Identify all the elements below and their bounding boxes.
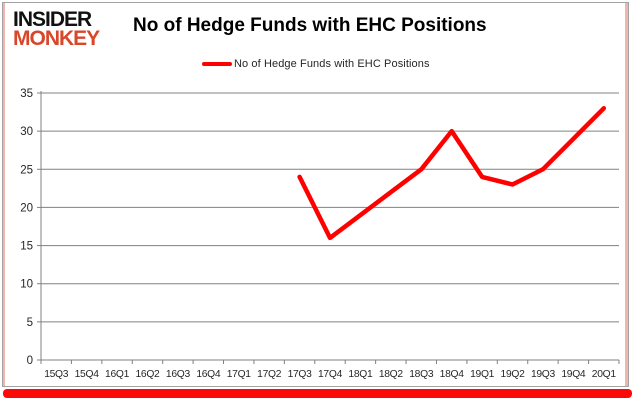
y-axis-label: 15 [20,241,33,253]
y-axis-label: 5 [27,317,33,329]
logo-line-insider: INSIDER [13,8,92,31]
x-axis-label: 19Q2 [501,369,526,380]
x-axis-label: 18Q1 [348,369,373,380]
x-axis-label: 15Q3 [44,369,69,380]
x-axis-label: 16Q1 [105,369,130,380]
legend: No of Hedge Funds with EHC Positions [202,58,430,70]
x-axis-label: 18Q4 [440,369,465,380]
x-axis-label: 17Q2 [257,369,282,380]
y-axis-label: 10 [20,279,33,291]
x-axis-label: 15Q4 [75,369,100,380]
x-axis-label: 19Q3 [531,369,556,380]
y-axis-label: 0 [27,355,33,367]
x-axis-label: 18Q2 [379,369,404,380]
x-axis-label: 17Q3 [288,369,313,380]
x-axis-label: 17Q4 [318,369,343,380]
x-axis-label: 16Q4 [196,369,221,380]
chart-card: INSIDER MONKEY No of Hedge Funds with EH… [2,2,629,387]
x-axis-label: 18Q3 [409,369,434,380]
y-axis-label: 30 [20,126,33,138]
series-line [297,106,607,241]
x-axis-label: 19Q1 [470,369,495,380]
y-axis-label: 25 [20,164,33,176]
y-axis-label: 35 [20,88,33,100]
legend-label: No of Hedge Funds with EHC Positions [234,58,430,70]
x-axis-label: 20Q1 [592,369,617,380]
x-axis-label: 16Q2 [135,369,160,380]
x-axis-label: 16Q3 [166,369,191,380]
insider-monkey-logo: INSIDER MONKEY [13,8,100,51]
chart-svg: 0 5 10 15 20 25 30 35 15Q3 15Q4 16Q1 16Q2 16Q3 16Q4 17… [20,88,620,380]
logo-line-monkey: MONKEY [13,27,100,51]
y-axis-label: 20 [20,202,33,214]
x-axis-label: 19Q4 [561,369,586,380]
legend-line-swatch [202,62,232,66]
red-accent-bar [3,389,632,398]
chart-title: No of Hedge Funds with EHC Positions [133,15,487,36]
x-axis-label: 17Q1 [227,369,252,380]
